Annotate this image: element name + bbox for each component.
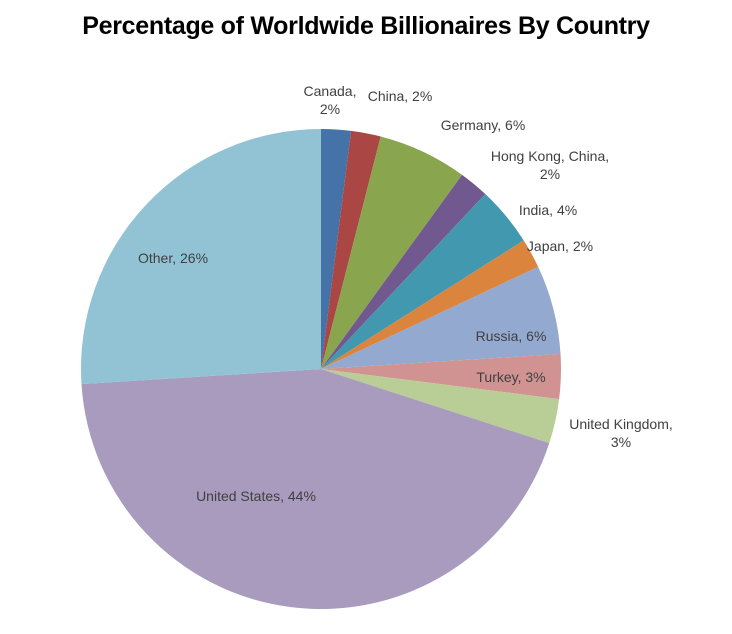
pie-slice-japan — [321, 240, 539, 369]
pie-slice-india — [321, 194, 524, 369]
data-label: Germany, 6% — [440, 117, 526, 133]
pie-slice-united-states — [81, 369, 550, 610]
pie-slice-germany — [321, 136, 463, 369]
data-label: United Kingdom, 3% — [569, 416, 673, 450]
data-label: Turkey, 3% — [476, 369, 546, 385]
data-label: India, 4% — [518, 202, 578, 218]
pie-slice-russia — [321, 266, 561, 369]
pie-slice-hong-kong-china — [321, 174, 486, 369]
pie-slice-turkey — [321, 353, 562, 400]
data-label: United States, 44% — [196, 488, 316, 504]
data-label: China, 2% — [367, 88, 433, 104]
data-label: Canada, 2% — [303, 83, 357, 117]
data-label: Hong Kong, China, 2% — [490, 148, 610, 182]
chart-title: Percentage of Worldwide Billionaires By … — [82, 12, 650, 40]
pie-slice-united-kingdom — [321, 369, 560, 444]
pie-slice-other — [81, 129, 321, 385]
data-label: Other, 26% — [137, 250, 209, 266]
pie-slice-china — [321, 130, 381, 369]
data-label: Japan, 2% — [526, 238, 594, 254]
data-label: Russia, 6% — [475, 328, 547, 344]
pie-slice-canada — [321, 129, 352, 369]
